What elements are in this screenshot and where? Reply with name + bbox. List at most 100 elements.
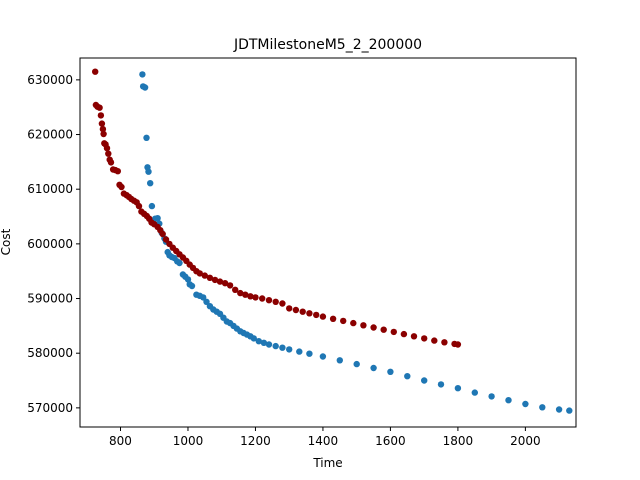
x-tick-label: 800: [109, 434, 132, 448]
data-point: [139, 71, 146, 78]
data-point: [200, 294, 207, 301]
data-point: [272, 298, 279, 305]
data-point: [162, 236, 170, 243]
data-point: [488, 393, 495, 400]
data-point: [247, 293, 254, 300]
x-tick-label: 1600: [375, 434, 406, 448]
data-point: [431, 337, 438, 344]
y-tick-label: 600000: [27, 237, 73, 251]
data-point: [360, 322, 367, 329]
data-point: [319, 313, 327, 320]
data-point: [255, 338, 262, 345]
x-tick-label: 2000: [510, 434, 541, 448]
data-point: [539, 404, 546, 411]
y-axis-label: Cost: [0, 228, 13, 255]
y-tick-label: 630000: [27, 73, 73, 87]
data-point: [201, 272, 208, 279]
data-point: [292, 306, 300, 314]
data-point: [206, 274, 214, 281]
chart-title: JDTMilestoneM5_2_200000: [233, 37, 422, 53]
data-point: [100, 130, 107, 138]
data-point: [105, 150, 112, 157]
data-point: [118, 183, 125, 191]
data-point: [522, 400, 529, 408]
data-point: [97, 112, 105, 119]
data-point: [404, 373, 411, 380]
y-axis: 570000 580000 590000 600000 610000 620000 6300…: [27, 73, 80, 415]
data-point: [98, 120, 106, 127]
data-point: [272, 342, 279, 350]
data-point: [203, 298, 210, 305]
data-point: [370, 364, 377, 372]
y-tick-label: 610000: [27, 182, 73, 196]
x-tick-label: 1200: [240, 434, 271, 448]
data-point: [211, 276, 219, 284]
data-point: [286, 346, 293, 353]
data-point: [226, 282, 234, 289]
x-axis: 800 1000 1200 1400 1600 1800 2000: [109, 427, 541, 448]
data-point: [103, 145, 111, 152]
data-point: [279, 300, 286, 307]
data-point: [143, 134, 150, 141]
data-point: [259, 295, 266, 302]
data-point: [306, 310, 313, 317]
y-tick-label: 570000: [27, 401, 73, 415]
data-point: [400, 330, 408, 338]
data-point: [221, 280, 229, 287]
data-point: [421, 335, 428, 342]
data-point: [454, 341, 462, 348]
data-point: [410, 333, 418, 340]
data-point: [437, 381, 445, 388]
data-point: [216, 278, 224, 285]
data-point: [336, 357, 343, 364]
data-point: [107, 159, 115, 166]
data-point: [350, 319, 357, 327]
data-point: [237, 289, 244, 297]
data-points: [92, 68, 573, 414]
data-point: [114, 168, 122, 175]
data-point: [370, 324, 377, 331]
data-point: [145, 168, 152, 175]
data-point: [252, 294, 259, 301]
data-point: [250, 335, 257, 342]
data-point: [306, 350, 313, 357]
data-point: [265, 341, 273, 348]
data-point: [441, 339, 448, 346]
data-point: [279, 344, 286, 351]
data-point: [286, 305, 293, 312]
data-point: [147, 180, 154, 187]
data-point: [555, 406, 563, 413]
data-point: [380, 326, 387, 333]
data-point: [260, 339, 268, 346]
data-point: [387, 368, 394, 375]
series-2: [92, 68, 462, 348]
data-point: [188, 282, 196, 290]
data-point: [319, 353, 327, 360]
data-point: [265, 297, 273, 304]
data-point: [313, 311, 320, 319]
x-tick-label: 1400: [308, 434, 339, 448]
data-point: [99, 125, 107, 133]
data-point: [148, 202, 156, 210]
data-point: [353, 360, 360, 368]
data-point: [184, 276, 192, 283]
data-point: [566, 407, 573, 414]
data-point: [390, 328, 397, 336]
data-point: [296, 348, 303, 355]
data-point: [159, 230, 166, 238]
data-point: [232, 286, 239, 293]
plot-area-frame: [79, 57, 577, 428]
data-point: [340, 317, 347, 325]
data-point: [299, 308, 306, 315]
x-tick-label: 1800: [443, 434, 474, 448]
data-point: [471, 389, 478, 396]
data-point: [96, 104, 103, 111]
data-point: [135, 202, 143, 210]
y-tick-label: 580000: [27, 346, 73, 360]
data-point: [454, 385, 462, 392]
data-point: [176, 259, 183, 267]
y-tick-label: 620000: [27, 128, 73, 142]
x-tick-label: 1000: [173, 434, 204, 448]
data-point: [141, 84, 149, 91]
